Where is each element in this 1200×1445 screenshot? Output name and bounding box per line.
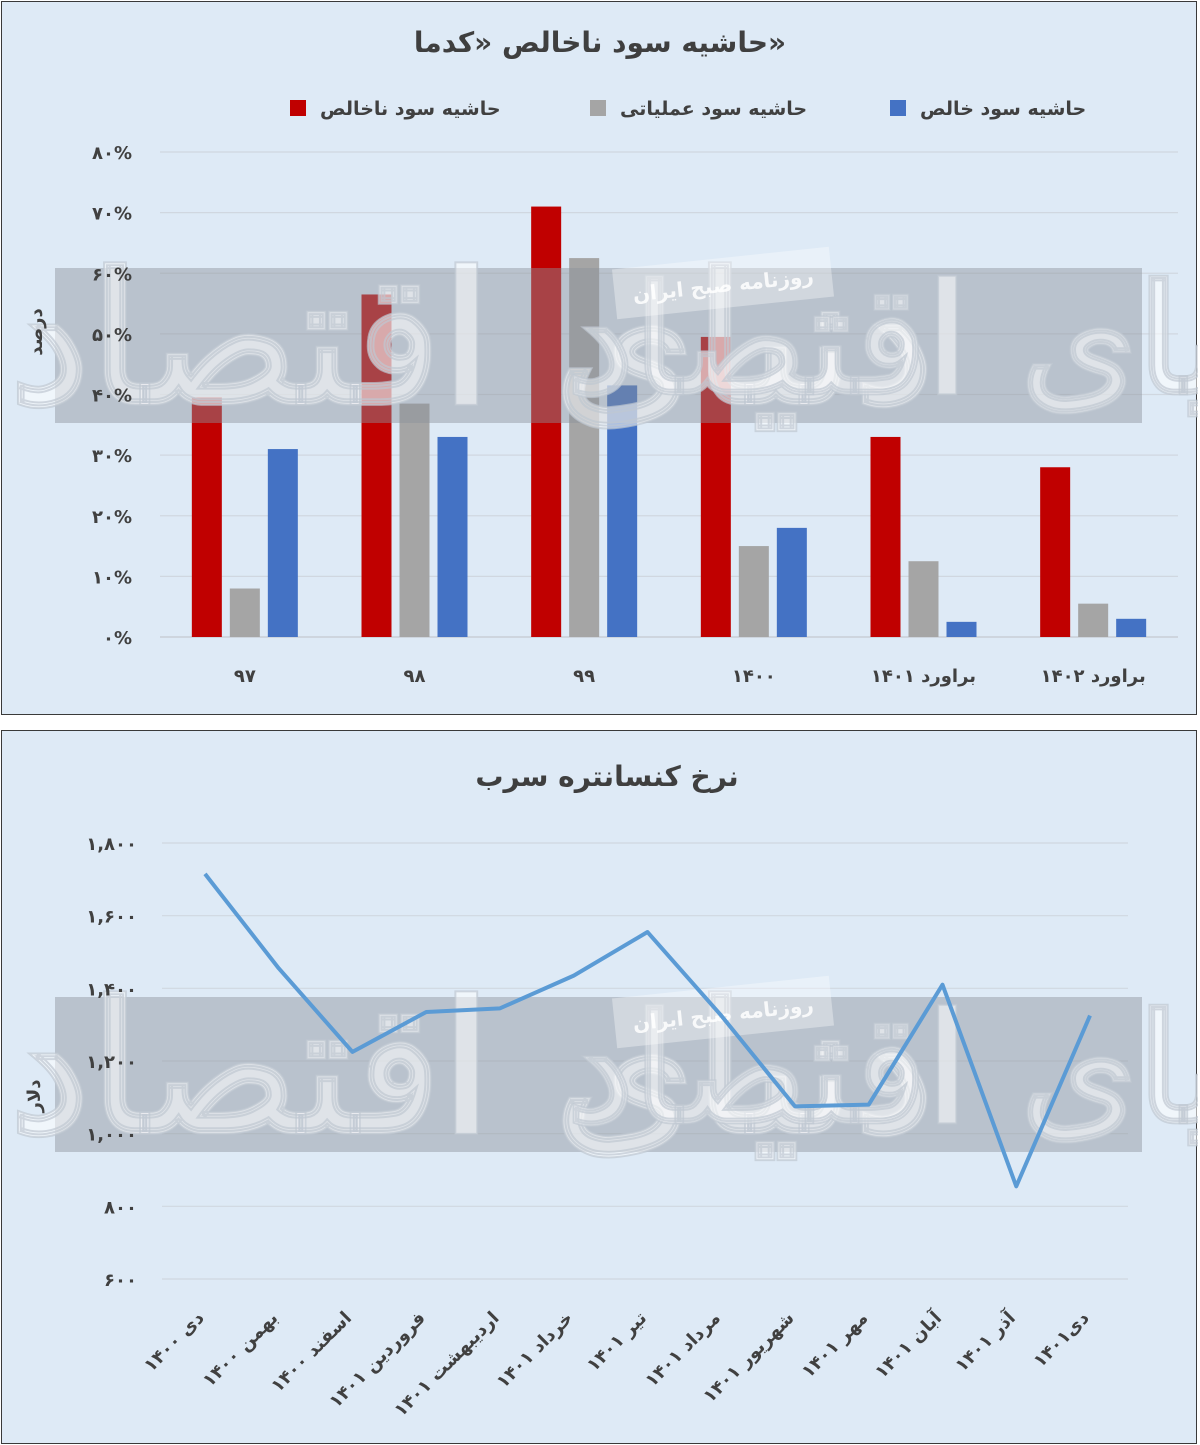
bar	[870, 436, 901, 637]
chart-title: حاشیه سود ناخالص «کدما»	[414, 26, 786, 59]
watermark-band	[55, 268, 1142, 423]
chart-title: نرخ کنسانتره سرب	[475, 760, 738, 793]
bar	[361, 294, 392, 637]
watermark-text-2: دنیای اقتصاد	[567, 981, 1198, 1157]
y-axis-ticks: ۶۰۰ ۸۰۰ ۱,۰۰۰ ۱,۲۰۰ ۱,۴۰۰ ۱,۶۰۰ ۱,۸۰۰	[86, 834, 137, 1291]
legend-label: حاشیه سود خالص	[920, 98, 1086, 120]
bar	[607, 385, 638, 637]
y-tick-label: ۸۰۰	[104, 1197, 137, 1218]
stamp-box	[611, 246, 835, 320]
x-category-label: تیر ۱۴۰۱	[583, 1308, 651, 1376]
gridlines	[160, 151, 1178, 638]
x-category-label: ۹۹	[573, 666, 595, 687]
legend: حاشیه سود ناخالص حاشیه سود عملیاتی حاشیه س…	[290, 98, 1086, 120]
y-axis-title: دلار	[24, 1079, 45, 1113]
gridlines	[162, 842, 1128, 1280]
x-category-label: آذر ۱۴۰۱	[950, 1306, 1021, 1377]
bar	[1116, 618, 1147, 637]
bar	[437, 436, 468, 637]
y-tick-label: ۱,۴۰۰	[86, 979, 137, 1000]
y-tick-label: ۶۰۰	[104, 1270, 137, 1291]
y-tick-label: ۴۰%	[92, 386, 132, 407]
x-category-label: دی۱۴۰۱	[1029, 1308, 1093, 1372]
y-tick-label: ۷۰%	[92, 204, 132, 225]
x-category-label: ۱۴۰۰	[732, 666, 776, 687]
y-tick-label: ۶۰%	[92, 264, 132, 285]
x-category-label: دی ۱۴۰۰	[140, 1308, 209, 1377]
watermark-band	[55, 997, 1142, 1152]
legend-swatch	[590, 100, 606, 116]
watermark-text: دنیای اقتصاد	[10, 963, 934, 1174]
legend-swatch	[290, 100, 306, 116]
legend-label: حاشیه سود عملیاتی	[620, 98, 807, 120]
x-category-label: براورد ۱۴۰۲	[1041, 666, 1146, 687]
y-tick-label: ۱,۶۰۰	[86, 907, 137, 928]
y-tick-label: ۱۰%	[92, 567, 132, 588]
bar	[191, 397, 222, 637]
bar	[1078, 603, 1109, 637]
bar	[569, 258, 600, 637]
bar	[531, 206, 562, 637]
y-axis-title: درصد	[26, 308, 47, 355]
x-category-label: مهر ۱۴۰۱	[798, 1308, 873, 1383]
y-tick-label: ۱,۲۰۰	[86, 1052, 137, 1073]
bar	[946, 621, 977, 637]
y-tick-label: ۸۰%	[92, 143, 132, 164]
x-axis-categories: ۹۷ ۹۸ ۹۹ ۱۴۰۰ براورد ۱۴۰۱ براورد ۱۴۰۲	[234, 666, 1146, 687]
bar	[776, 527, 807, 637]
bar	[399, 403, 430, 637]
legend-swatch	[890, 100, 906, 116]
y-tick-label: ۰%	[103, 628, 132, 649]
lead-concentrate-chart-panel: نرخ کنسانتره سرب دنیای اقتصاددنیای اقتصا…	[1, 730, 1198, 1444]
lead-concentrate-chart: نرخ کنسانتره سرب دنیای اقتصاددنیای اقتصا…	[9, 760, 1198, 1421]
bar	[700, 336, 731, 637]
y-tick-label: ۵۰%	[92, 325, 132, 346]
x-category-label: ۹۸	[404, 666, 426, 687]
series-line	[203, 872, 1092, 1189]
legend-label: حاشیه سود ناخالص	[320, 98, 501, 120]
y-axis-ticks: ۰% ۱۰% ۲۰% ۳۰% ۴۰% ۵۰% ۶۰% ۷۰% ۸۰%	[92, 143, 132, 649]
gross-margin-chart: حاشیه سود ناخالص «کدما» حاشیه سود ناخالص…	[9, 26, 1198, 687]
watermark-text-2: دنیای اقتصاد	[567, 252, 1198, 428]
bar	[229, 588, 260, 637]
x-category-label: ۹۷	[234, 666, 256, 687]
x-category-label: خرداد ۱۴۰۱	[492, 1308, 577, 1393]
y-tick-label: ۲۰%	[92, 507, 132, 528]
bar	[738, 546, 769, 637]
stamp-box	[611, 975, 835, 1049]
y-tick-label: ۱,۸۰۰	[86, 834, 137, 855]
bar	[267, 449, 298, 637]
y-tick-label: ۳۰%	[92, 446, 132, 467]
y-tick-label: ۱,۰۰۰	[86, 1125, 137, 1146]
bar	[908, 561, 939, 637]
x-category-label: براورد ۱۴۰۱	[871, 666, 976, 687]
series-line-path	[203, 872, 1092, 1189]
bars	[191, 206, 1147, 637]
gross-margin-chart-panel: حاشیه سود ناخالص «کدما» حاشیه سود ناخالص…	[1, 1, 1198, 715]
watermark-text: دنیای اقتصاد	[10, 234, 934, 445]
x-category-label: آبان ۱۴۰۱	[869, 1306, 946, 1383]
bar	[1040, 467, 1071, 637]
